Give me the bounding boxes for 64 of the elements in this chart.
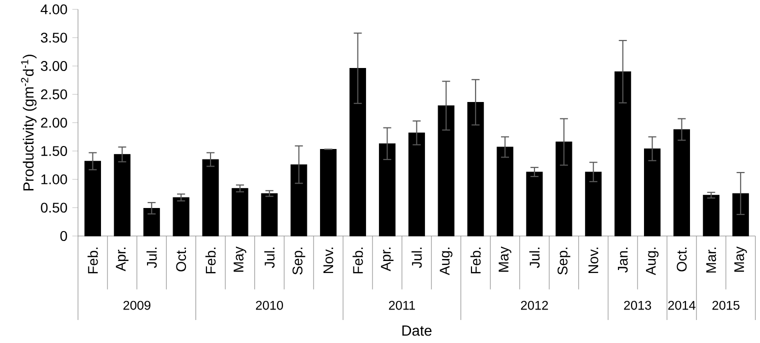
- bar: [614, 71, 632, 236]
- bar: [261, 193, 278, 236]
- y-tick-label: 0: [60, 231, 68, 241]
- text: 2012: [521, 300, 548, 310]
- bar: [172, 197, 190, 236]
- y-tick-label: 0.50: [40, 202, 68, 213]
- x-tick-label: Feb.: [470, 248, 481, 274]
- x-tick-label: Apr.: [380, 248, 394, 272]
- bar: [408, 132, 425, 236]
- x-tick-label: Nov.: [588, 248, 598, 273]
- x-tick-label: Nov.: [323, 248, 334, 273]
- text: 2013: [624, 300, 652, 310]
- y-tick-label: 1.50: [41, 146, 68, 156]
- y-tick-label: 1.00: [41, 174, 68, 184]
- y-axis-title: Productivity (gm$^{-2}$d$^{-1}$): [21, 54, 37, 190]
- x-tick-label: Jul.: [412, 248, 422, 268]
- x-tick-label: May: [498, 246, 512, 272]
- y-tick-label: 3.00: [40, 61, 68, 71]
- x-axis-title: Date: [402, 326, 432, 336]
- bar: [673, 129, 690, 236]
- x-tick-label: Aug.: [440, 248, 452, 276]
- bar: [202, 159, 219, 236]
- text: 2009: [123, 300, 150, 310]
- bar: [496, 146, 514, 236]
- bar: [467, 102, 484, 236]
- text: 2014: [668, 300, 696, 310]
- x-tick-label: Jul.: [529, 248, 540, 268]
- bar: [438, 105, 454, 236]
- x-tick-label: Oct.: [176, 248, 186, 272]
- x-tick-label: Jul.: [146, 248, 157, 268]
- y-tick-label: 2.50: [41, 89, 68, 100]
- x-tick-label: Feb.: [88, 248, 98, 274]
- bar: [114, 154, 130, 236]
- x-tick-label: Jan.: [618, 248, 628, 273]
- y-tick-label: 2.00: [41, 118, 68, 128]
- x-tick-label: May: [734, 246, 747, 272]
- bar: [702, 194, 720, 236]
- bar: [732, 193, 749, 236]
- x-tick-label: Sep.: [292, 248, 306, 275]
- bar: [84, 160, 101, 236]
- x-tick-label: Sep.: [558, 248, 570, 275]
- bar: [644, 148, 661, 236]
- x-tick-label: Aug.: [646, 248, 659, 276]
- bar: [350, 68, 366, 236]
- bar: [585, 172, 602, 236]
- x-tick-label: Apr.: [116, 248, 128, 272]
- x-tick-label: Oct.: [676, 248, 687, 272]
- x-tick-label: Feb.: [205, 248, 216, 274]
- x-tick-label: Jul.: [264, 248, 275, 268]
- y-tick-label: 3.50: [40, 32, 68, 43]
- text: 2010: [256, 300, 284, 310]
- bar: [320, 149, 337, 236]
- x-tick-label: May: [234, 246, 246, 272]
- text: 2011: [388, 300, 415, 310]
- bar: [143, 208, 160, 236]
- bar: [556, 142, 572, 236]
- x-tick-label: Mar.: [706, 248, 716, 272]
- bar: [232, 188, 248, 236]
- text: 2015: [712, 300, 740, 310]
- bar: [290, 164, 308, 236]
- x-tick-label: Feb.: [352, 248, 363, 274]
- y-tick-label: 4.00: [40, 4, 68, 14]
- bar: [526, 172, 543, 236]
- bar: [378, 143, 396, 236]
